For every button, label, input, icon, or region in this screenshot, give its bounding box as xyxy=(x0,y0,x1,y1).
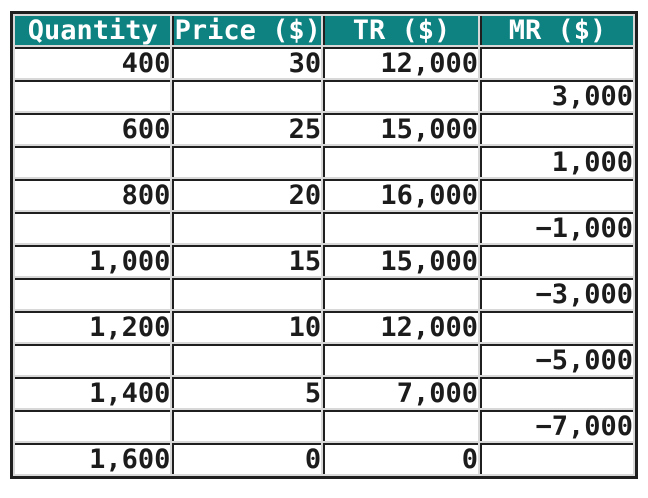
column-header-tr: TR ($) xyxy=(323,16,478,45)
cell-tr: 0 xyxy=(323,443,478,474)
table-page: Quantity Price ($) TR ($) MR ($) 400 30 12,00… xyxy=(10,11,638,479)
table-row: −5,000 xyxy=(15,344,633,375)
cell-mr xyxy=(479,443,633,474)
cell-tr: 16,000 xyxy=(323,179,478,210)
cell-mr xyxy=(479,47,633,78)
cell-price xyxy=(172,278,322,309)
cell-quantity xyxy=(15,80,171,111)
cell-quantity xyxy=(15,410,171,441)
table-row: 1,200 10 12,000 xyxy=(15,311,633,342)
table-row: 400 30 12,000 xyxy=(15,47,633,78)
cell-price: 0 xyxy=(172,443,322,474)
table-row: 1,400 5 7,000 xyxy=(15,377,633,408)
cell-price: 5 xyxy=(172,377,322,408)
cell-mr: −7,000 xyxy=(479,410,633,441)
table-row: −1,000 xyxy=(15,212,633,243)
table-row: 800 20 16,000 xyxy=(15,179,633,210)
cell-quantity xyxy=(15,278,171,309)
table-row: 1,000 xyxy=(15,146,633,177)
column-header-quantity: Quantity xyxy=(15,16,171,45)
cell-tr: 15,000 xyxy=(323,245,478,276)
cell-tr: 12,000 xyxy=(323,47,478,78)
table-row: −7,000 xyxy=(15,410,633,441)
cell-quantity xyxy=(15,212,171,243)
table-row: 1,600 0 0 xyxy=(15,443,633,474)
cell-quantity: 1,000 xyxy=(15,245,171,276)
cell-quantity xyxy=(15,344,171,375)
cell-mr: −1,000 xyxy=(479,212,633,243)
cell-mr xyxy=(479,179,633,210)
revenue-table: Quantity Price ($) TR ($) MR ($) 400 30 12,00… xyxy=(10,11,638,479)
cell-quantity: 1,200 xyxy=(15,311,171,342)
table-row: 3,000 xyxy=(15,80,633,111)
cell-quantity: 800 xyxy=(15,179,171,210)
cell-mr xyxy=(479,377,633,408)
table-row: 600 25 15,000 xyxy=(15,113,633,144)
cell-mr xyxy=(479,113,633,144)
cell-price xyxy=(172,212,322,243)
cell-mr xyxy=(479,311,633,342)
table-row: −3,000 xyxy=(15,278,633,309)
cell-mr: −5,000 xyxy=(479,344,633,375)
cell-price: 25 xyxy=(172,113,322,144)
cell-price: 20 xyxy=(172,179,322,210)
cell-tr: 15,000 xyxy=(323,113,478,144)
cell-tr xyxy=(323,80,478,111)
cell-quantity: 1,400 xyxy=(15,377,171,408)
cell-tr xyxy=(323,212,478,243)
cell-tr xyxy=(323,278,478,309)
table-row: 1,000 15 15,000 xyxy=(15,245,633,276)
cell-price xyxy=(172,410,322,441)
cell-tr: 12,000 xyxy=(323,311,478,342)
cell-price xyxy=(172,146,322,177)
cell-price xyxy=(172,344,322,375)
cell-quantity: 600 xyxy=(15,113,171,144)
cell-tr xyxy=(323,146,478,177)
cell-tr xyxy=(323,410,478,441)
cell-price xyxy=(172,80,322,111)
cell-quantity: 400 xyxy=(15,47,171,78)
cell-price: 30 xyxy=(172,47,322,78)
cell-mr: −3,000 xyxy=(479,278,633,309)
header-row: Quantity Price ($) TR ($) MR ($) xyxy=(15,16,633,45)
cell-price: 10 xyxy=(172,311,322,342)
cell-quantity: 1,600 xyxy=(15,443,171,474)
cell-mr xyxy=(479,245,633,276)
cell-price: 15 xyxy=(172,245,322,276)
column-header-mr: MR ($) xyxy=(479,16,633,45)
cell-tr: 7,000 xyxy=(323,377,478,408)
cell-mr: 1,000 xyxy=(479,146,633,177)
column-header-price: Price ($) xyxy=(172,16,322,45)
cell-quantity xyxy=(15,146,171,177)
cell-mr: 3,000 xyxy=(479,80,633,111)
cell-tr xyxy=(323,344,478,375)
